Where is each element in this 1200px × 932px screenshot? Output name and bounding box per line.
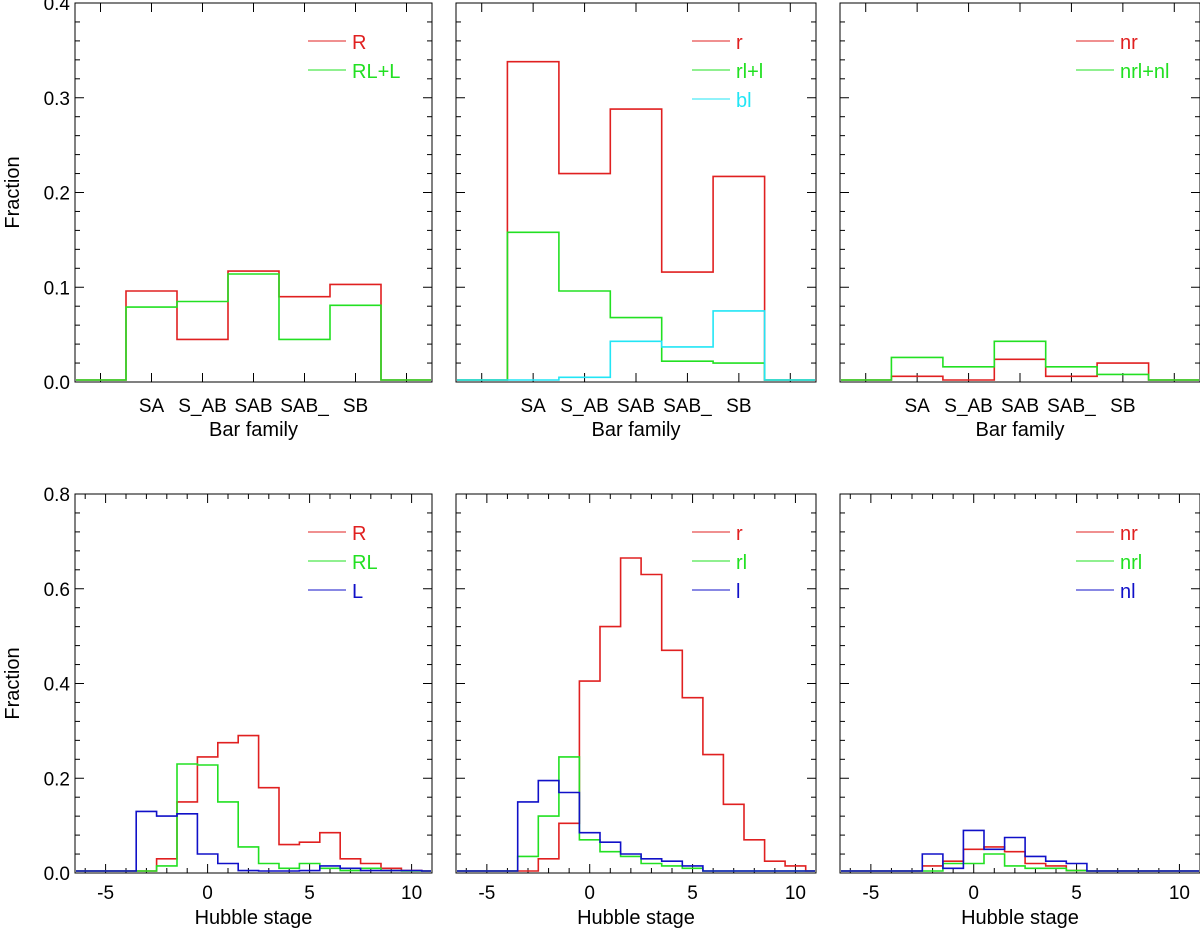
series-bl-line (457, 310, 815, 381)
x-tick-label: 10 (1169, 883, 1190, 904)
x-tick-label: 10 (401, 883, 422, 904)
legend-label: nrl (1120, 552, 1142, 574)
x-tick-label: 5 (687, 883, 698, 904)
legend-label: L (352, 581, 363, 603)
series-nl-line (841, 829, 1199, 872)
x-tick-label: SAB_ (280, 396, 329, 417)
series-nr-line (841, 358, 1199, 381)
panel-5: -5 0 5 10 Hubble stage r rl l (455, 493, 817, 929)
x-tick-label: -5 (97, 883, 114, 904)
y-tick-label: 0.1 (44, 278, 70, 299)
x-tick-label: -5 (862, 883, 879, 904)
y-tick-label: 0.6 (44, 580, 70, 601)
series-rl-l-line (457, 231, 815, 381)
legend-label: R (352, 523, 366, 545)
x-tick-label: SA (520, 396, 546, 417)
panel-3: SA S_AB SAB SAB_ SB Bar family nr nrl+nl (839, 2, 1200, 441)
x-tick-label: 0 (202, 883, 213, 904)
x-tick-label: SA (139, 396, 165, 417)
axes-frame (455, 2, 817, 383)
series-rl-l-line (76, 273, 431, 381)
legend-label: rl+l (736, 61, 763, 83)
series-r-line (76, 734, 431, 872)
series-r-line (457, 557, 815, 872)
x-tick-label: -5 (478, 883, 495, 904)
x-tick-label: SAB (617, 396, 655, 417)
x-tick-label: 0 (584, 883, 595, 904)
x-axis-label: Bar family (209, 419, 298, 441)
series-r-line (457, 60, 815, 381)
x-tick-label: SAB_ (663, 396, 712, 417)
axes-frame (74, 2, 433, 383)
legend-label: nl (1120, 581, 1136, 603)
series-l-line (76, 810, 431, 872)
y-tick-label: 0.4 (44, 0, 71, 15)
x-tick-label: SB (726, 396, 751, 417)
axes-frame (455, 493, 817, 874)
x-axis-label: Bar family (976, 419, 1065, 441)
x-axis-label: Bar family (592, 419, 681, 441)
y-tick-label: 0.4 (44, 675, 71, 696)
x-axis-label: Hubble stage (195, 907, 313, 929)
x-tick-label: 5 (1071, 883, 1082, 904)
x-axis-label: Hubble stage (577, 907, 695, 929)
y-tick-label: 0.8 (44, 485, 70, 506)
series-nrl-line (841, 853, 1199, 872)
y-tick-label: 0.2 (44, 769, 70, 790)
x-tick-label: 5 (304, 883, 315, 904)
legend-label: rl (736, 552, 747, 574)
series-nr-line (841, 846, 1199, 872)
panel-2: SA S_AB SAB SAB_ SB Bar family r rl+l bl (455, 2, 817, 441)
x-tick-label: SAB (234, 396, 272, 417)
legend-label: nr (1120, 32, 1138, 54)
legend-label: nr (1120, 523, 1138, 545)
legend-label: nrl+nl (1120, 61, 1169, 83)
x-tick-label: 10 (785, 883, 806, 904)
panel-1: 0.0 0.1 0.2 0.3 0.4 SA S_AB SAB SAB_ SB Bar family… (2, 0, 433, 441)
y-tick-label: 0.0 (44, 864, 70, 885)
y-tick-label: 0.0 (44, 373, 70, 394)
x-tick-label: SB (1110, 396, 1135, 417)
y-tick-label: 0.3 (44, 89, 70, 110)
series-r-line (76, 270, 431, 381)
x-tick-label: S_AB (944, 396, 993, 417)
axes-frame (839, 493, 1200, 874)
x-tick-label: 0 (968, 883, 979, 904)
legend-label: r (736, 32, 743, 54)
x-axis-label: Hubble stage (961, 907, 1079, 929)
y-tick-label: 0.2 (44, 184, 70, 205)
x-tick-label: S_AB (178, 396, 227, 417)
x-tick-label: SA (904, 396, 930, 417)
axes-frame (839, 2, 1200, 383)
y-axis-label: Fraction (2, 647, 24, 719)
legend-label: r (736, 523, 743, 545)
panel-6: -5 0 5 10 Hubble stage nr nrl nl (839, 493, 1200, 929)
series-nrl-nl-line (841, 340, 1199, 381)
x-tick-label: SAB (1001, 396, 1039, 417)
legend-label: RL (352, 552, 378, 574)
panel-4: 0.0 0.2 0.4 0.6 0.8 -5 0 5 10 Hubble stage Fractio… (2, 485, 433, 929)
axes-frame (74, 493, 433, 874)
series-rl-line (76, 763, 431, 872)
legend-label: l (736, 581, 740, 603)
x-tick-label: SB (343, 396, 368, 417)
x-tick-label: S_AB (560, 396, 609, 417)
legend-label: R (352, 32, 366, 54)
legend-label: RL+L (352, 61, 400, 83)
x-tick-label: SAB_ (1047, 396, 1096, 417)
series-l-line (457, 779, 815, 872)
y-axis-label: Fraction (2, 156, 24, 228)
legend-label: bl (736, 90, 752, 112)
